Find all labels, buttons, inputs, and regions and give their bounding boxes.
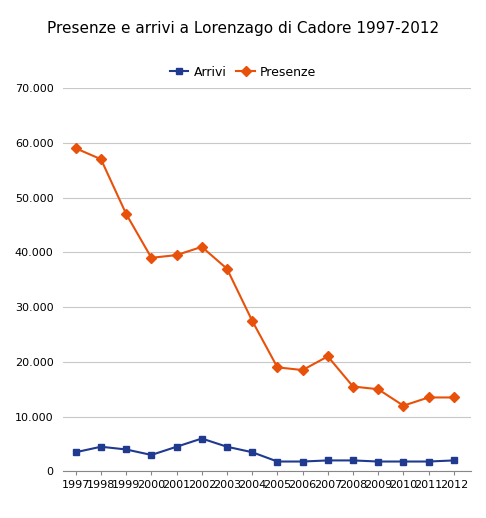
Text: Presenze e arrivi a Lorenzago di Cadore 1997-2012: Presenze e arrivi a Lorenzago di Cadore … xyxy=(47,21,439,36)
Legend: Arrivi, Presenze: Arrivi, Presenze xyxy=(165,61,321,83)
